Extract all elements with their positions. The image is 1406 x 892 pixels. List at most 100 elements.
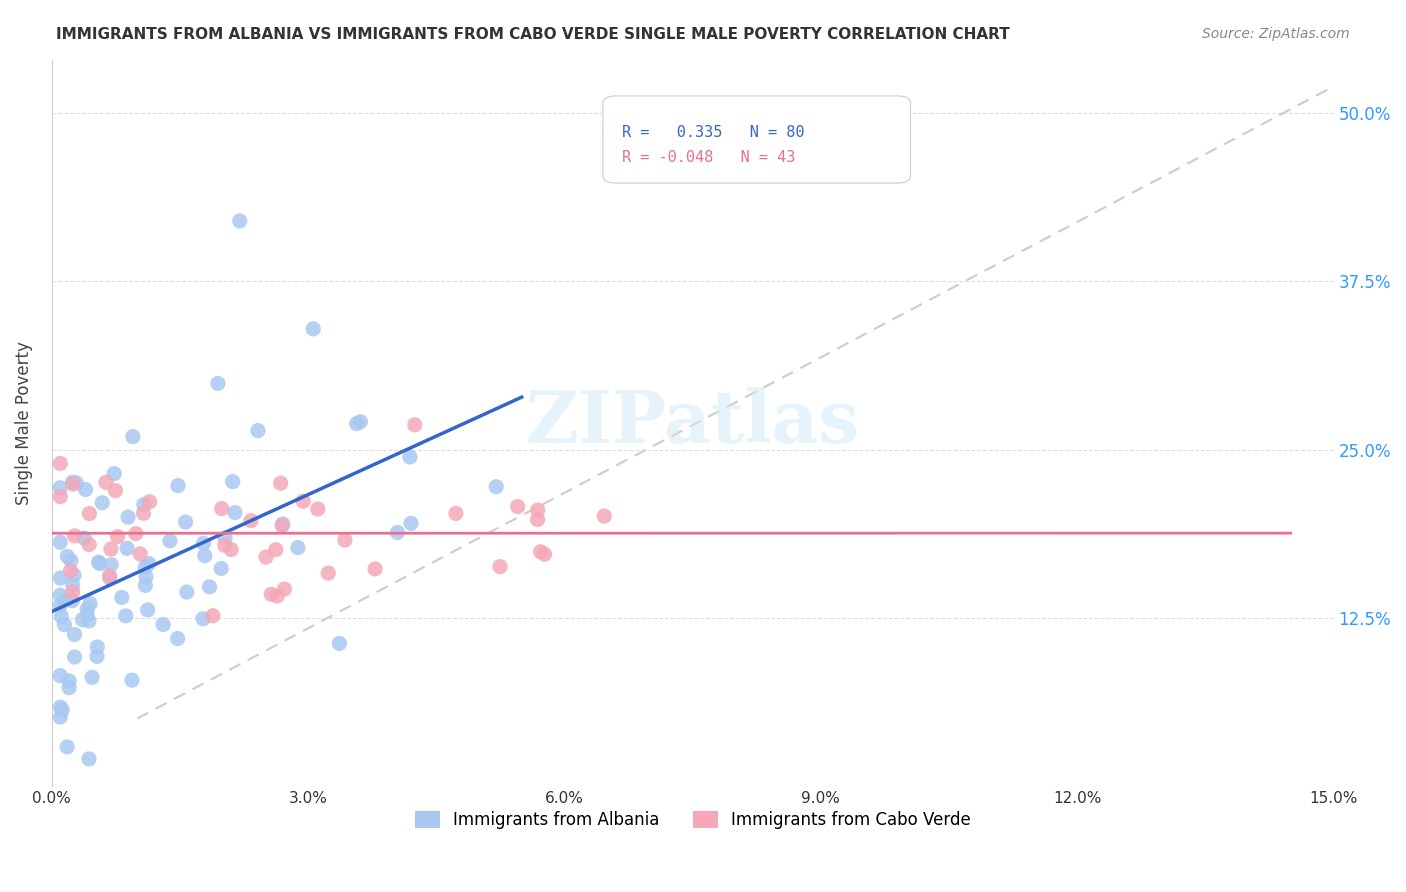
- Immigrants from Albania: [77, 614, 100, 628]
- FancyBboxPatch shape: [603, 96, 911, 183]
- Immigrants from Albania: [167, 478, 190, 492]
- Immigrants from Albania: [399, 516, 422, 531]
- Immigrants from Albania: [399, 450, 422, 464]
- Immigrants from Albania: [138, 557, 160, 571]
- Immigrants from Cabo Verde: [489, 559, 512, 574]
- Immigrants from Cabo Verde: [307, 502, 329, 516]
- Immigrants from Cabo Verde: [273, 582, 295, 596]
- Immigrants from Cabo Verde: [211, 501, 233, 516]
- Immigrants from Albania: [86, 640, 108, 654]
- Immigrants from Cabo Verde: [214, 538, 236, 552]
- Immigrants from Cabo Verde: [533, 547, 555, 561]
- Immigrants from Albania: [49, 700, 72, 714]
- Immigrants from Albania: [49, 710, 72, 724]
- Immigrants from Albania: [79, 597, 101, 611]
- Immigrants from Albania: [346, 417, 368, 431]
- Immigrants from Cabo Verde: [364, 562, 387, 576]
- Immigrants from Cabo Verde: [100, 542, 122, 557]
- Immigrants from Cabo Verde: [529, 545, 551, 559]
- Immigrants from Albania: [194, 549, 217, 563]
- Immigrants from Albania: [53, 617, 76, 632]
- Immigrants from Albania: [136, 603, 159, 617]
- Immigrants from Albania: [49, 481, 72, 495]
- Immigrants from Albania: [63, 568, 86, 582]
- Immigrants from Albania: [49, 598, 72, 612]
- Immigrants from Cabo Verde: [138, 494, 160, 508]
- Immigrants from Albania: [82, 670, 104, 684]
- Immigrants from Albania: [207, 376, 229, 391]
- Immigrants from Albania: [134, 560, 156, 574]
- Immigrants from Albania: [176, 585, 198, 599]
- Immigrants from Albania: [60, 593, 83, 607]
- Immigrants from Albania: [115, 541, 138, 556]
- Immigrants from Albania: [193, 536, 215, 550]
- Immigrants from Albania: [63, 650, 86, 665]
- Immigrants from Albania: [111, 591, 134, 605]
- Immigrants from Albania: [76, 602, 98, 616]
- Immigrants from Albania: [328, 636, 350, 650]
- Immigrants from Albania: [51, 703, 73, 717]
- Legend: Immigrants from Albania, Immigrants from Cabo Verde: Immigrants from Albania, Immigrants from…: [408, 804, 977, 836]
- Immigrants from Cabo Verde: [270, 476, 292, 491]
- Immigrants from Cabo Verde: [260, 587, 283, 601]
- Immigrants from Albania: [76, 607, 98, 622]
- Immigrants from Albania: [77, 752, 100, 766]
- Immigrants from Albania: [58, 673, 80, 688]
- Immigrants from Albania: [166, 632, 188, 646]
- Immigrants from Cabo Verde: [264, 542, 287, 557]
- Immigrants from Albania: [132, 498, 155, 512]
- Immigrants from Albania: [117, 510, 139, 524]
- Immigrants from Albania: [135, 570, 157, 584]
- Immigrants from Albania: [198, 580, 221, 594]
- Immigrants from Cabo Verde: [292, 494, 315, 508]
- Immigrants from Cabo Verde: [104, 483, 127, 498]
- Immigrants from Albania: [49, 571, 72, 585]
- Immigrants from Albania: [49, 535, 72, 549]
- Immigrants from Cabo Verde: [77, 538, 100, 552]
- Immigrants from Albania: [485, 480, 508, 494]
- Immigrants from Albania: [58, 681, 80, 695]
- Immigrants from Albania: [59, 553, 82, 567]
- Immigrants from Cabo Verde: [62, 477, 84, 491]
- Text: R = -0.048   N = 43: R = -0.048 N = 43: [621, 151, 796, 165]
- Immigrants from Albania: [75, 483, 97, 497]
- Immigrants from Albania: [62, 475, 84, 490]
- Immigrants from Albania: [87, 555, 110, 569]
- Immigrants from Albania: [73, 531, 96, 545]
- Immigrants from Albania: [287, 541, 309, 555]
- Text: IMMIGRANTS FROM ALBANIA VS IMMIGRANTS FROM CABO VERDE SINGLE MALE POVERTY CORREL: IMMIGRANTS FROM ALBANIA VS IMMIGRANTS FR…: [56, 27, 1010, 42]
- Immigrants from Albania: [349, 415, 371, 429]
- Text: R =   0.335   N = 80: R = 0.335 N = 80: [621, 125, 804, 140]
- Immigrants from Cabo Verde: [201, 608, 224, 623]
- Immigrants from Cabo Verde: [98, 569, 121, 583]
- Immigrants from Albania: [86, 649, 108, 664]
- Immigrants from Cabo Verde: [526, 512, 548, 526]
- Immigrants from Albania: [49, 668, 72, 682]
- Immigrants from Cabo Verde: [271, 518, 294, 533]
- Immigrants from Albania: [56, 739, 79, 754]
- Immigrants from Albania: [63, 627, 86, 641]
- Immigrants from Cabo Verde: [506, 500, 529, 514]
- Immigrants from Cabo Verde: [239, 514, 262, 528]
- Immigrants from Albania: [174, 515, 197, 529]
- Immigrants from Cabo Verde: [444, 507, 467, 521]
- Immigrants from Cabo Verde: [132, 506, 155, 520]
- Immigrants from Cabo Verde: [125, 526, 148, 541]
- Immigrants from Albania: [62, 578, 84, 592]
- Immigrants from Albania: [114, 608, 136, 623]
- Immigrants from Albania: [224, 506, 246, 520]
- Immigrants from Cabo Verde: [79, 507, 101, 521]
- Immigrants from Cabo Verde: [49, 457, 72, 471]
- Immigrants from Cabo Verde: [219, 542, 242, 557]
- Immigrants from Cabo Verde: [63, 529, 86, 543]
- Immigrants from Cabo Verde: [316, 566, 339, 581]
- Immigrants from Cabo Verde: [94, 475, 117, 490]
- Immigrants from Albania: [65, 475, 87, 490]
- Immigrants from Albania: [53, 593, 76, 607]
- Immigrants from Cabo Verde: [49, 490, 72, 504]
- Immigrants from Cabo Verde: [62, 585, 84, 599]
- Immigrants from Albania: [100, 558, 122, 572]
- Immigrants from Albania: [271, 516, 294, 531]
- Immigrants from Albania: [209, 561, 232, 575]
- Immigrants from Albania: [387, 525, 409, 540]
